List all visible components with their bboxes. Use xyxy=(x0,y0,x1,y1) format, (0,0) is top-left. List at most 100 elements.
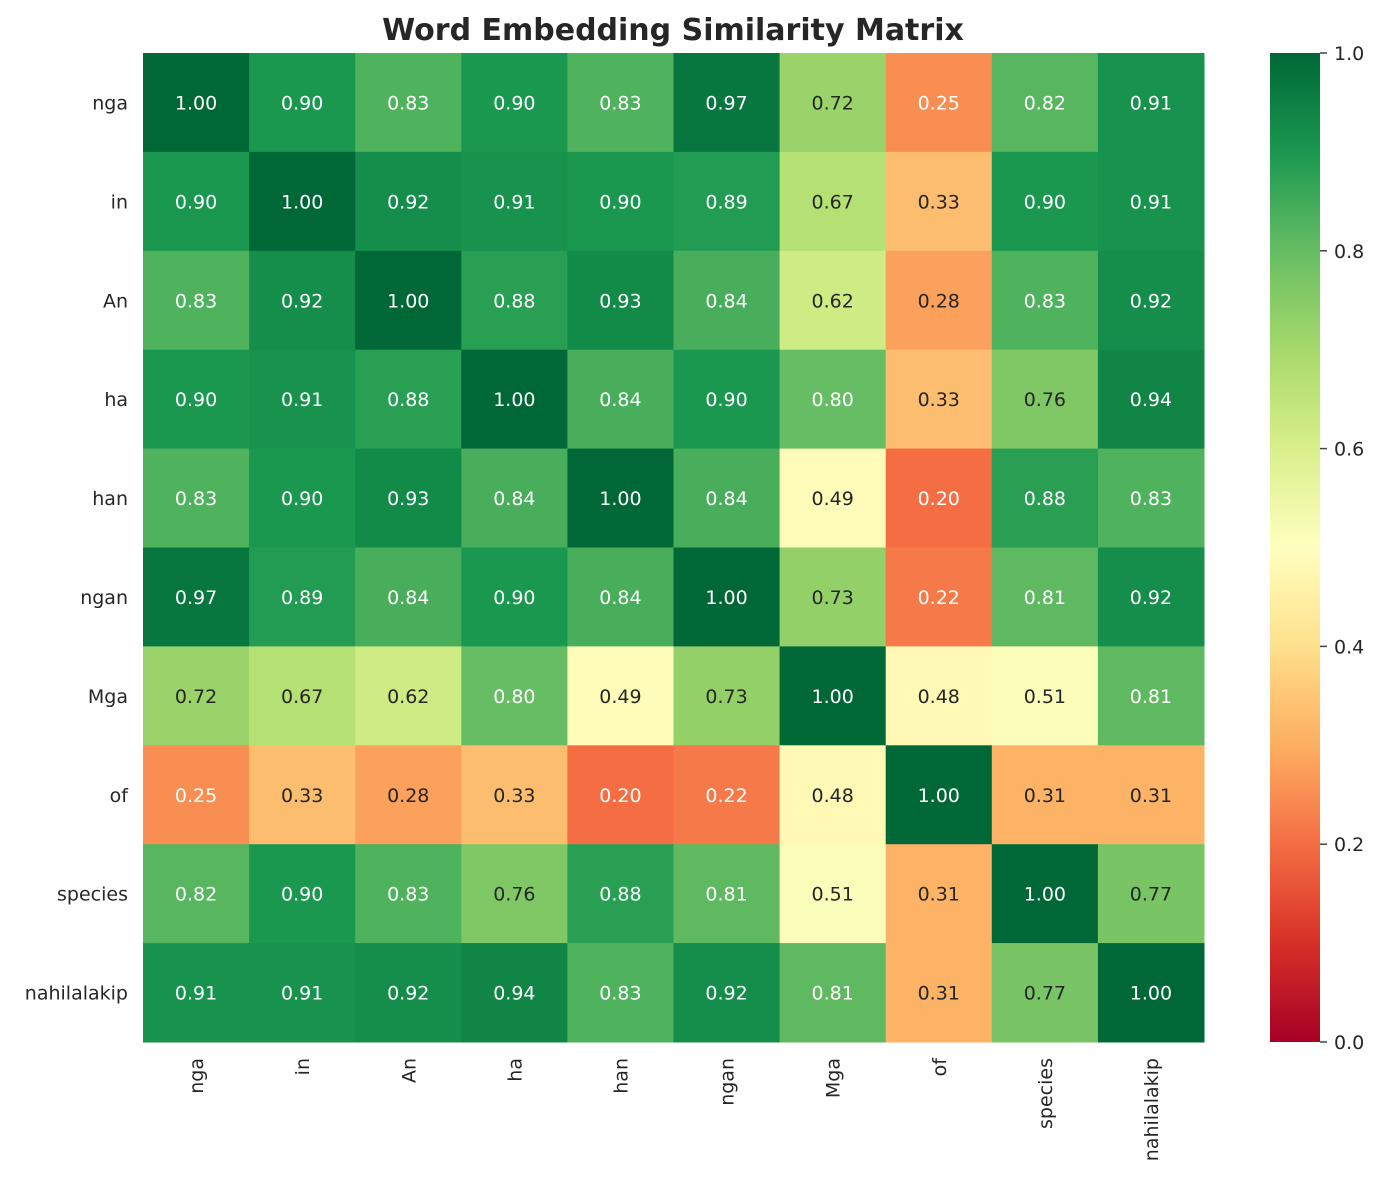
heatmap-cell xyxy=(885,844,993,944)
cell-value-label: 0.84 xyxy=(493,488,535,510)
colorbar-tick-label: 0.0 xyxy=(1334,1032,1364,1054)
heatmap-cell xyxy=(143,547,250,647)
cell-value-label: 0.91 xyxy=(175,983,217,1005)
heatmap-cell xyxy=(143,250,250,351)
heatmap-cell xyxy=(779,646,887,746)
cell-value-label: 0.91 xyxy=(281,389,323,411)
row-label: in xyxy=(111,191,128,213)
heatmap-cell xyxy=(249,745,356,845)
heatmap-cell xyxy=(461,547,568,647)
cell-value-label: 0.76 xyxy=(1024,389,1066,411)
heatmap-cell xyxy=(461,448,568,548)
heatmap-cell xyxy=(249,943,356,1043)
heatmap-cell xyxy=(461,646,568,746)
heatmap-cell xyxy=(143,349,250,450)
heatmap-cell xyxy=(885,151,993,252)
cell-value-label: 0.33 xyxy=(493,785,535,807)
cell-value-label: 0.28 xyxy=(387,785,429,807)
heatmap-cell xyxy=(249,547,356,647)
row-label: An xyxy=(103,290,128,312)
cell-value-label: 1.00 xyxy=(387,290,429,312)
cell-value-label: 1.00 xyxy=(918,785,960,807)
column-label: nahilalakip xyxy=(1141,1058,1163,1161)
heatmap-cell xyxy=(461,250,568,351)
heatmap-cell xyxy=(991,547,1099,647)
heatmap-cell xyxy=(355,349,462,450)
heatmap-cell xyxy=(355,250,462,351)
heatmap-cell xyxy=(991,943,1099,1043)
heatmap-cell xyxy=(779,943,887,1043)
cell-value-label: 0.91 xyxy=(493,191,535,213)
column-label: ngan xyxy=(717,1058,739,1106)
heatmap-cell xyxy=(461,943,568,1043)
cell-value-label: 1.00 xyxy=(599,488,641,510)
cell-value-label: 0.94 xyxy=(493,983,535,1005)
heatmap-cell xyxy=(143,745,250,845)
column-label: An xyxy=(398,1058,420,1083)
heatmap-cell xyxy=(1097,250,1205,351)
heatmap-cell xyxy=(673,844,781,944)
cell-value-label: 0.49 xyxy=(811,488,853,510)
column-label: nga xyxy=(186,1058,208,1094)
heatmap-cell xyxy=(673,646,781,746)
cell-value-label: 1.00 xyxy=(281,191,323,213)
cell-value-label: 0.31 xyxy=(1130,785,1172,807)
heatmap-cell xyxy=(991,745,1099,845)
cell-value-label: 1.00 xyxy=(705,587,747,609)
cell-value-label: 0.92 xyxy=(281,290,323,312)
cell-value-label: 0.83 xyxy=(1024,290,1066,312)
heatmap-cell xyxy=(779,745,887,845)
cell-value-label: 0.31 xyxy=(1024,785,1066,807)
chart-title: Word Embedding Similarity Matrix xyxy=(382,13,964,48)
cell-value-label: 0.83 xyxy=(175,290,217,312)
cell-value-label: 0.81 xyxy=(811,983,853,1005)
cell-value-label: 0.81 xyxy=(1024,587,1066,609)
heatmap-cell xyxy=(779,53,887,153)
cell-value-label: 0.90 xyxy=(1024,191,1066,213)
heatmap-cell xyxy=(1097,943,1205,1043)
cell-value-label: 0.81 xyxy=(1130,686,1172,708)
cell-value-label: 0.82 xyxy=(175,884,217,906)
cell-value-label: 0.51 xyxy=(1024,686,1066,708)
heatmap-cell xyxy=(249,349,356,450)
heatmap-cell xyxy=(1097,151,1205,252)
cell-value-label: 0.83 xyxy=(599,983,641,1005)
cell-value-label: 0.33 xyxy=(281,785,323,807)
heatmap-cell xyxy=(355,646,462,746)
cell-value-label: 0.89 xyxy=(705,191,747,213)
heatmap-cell xyxy=(567,646,674,746)
heatmap-cell xyxy=(1097,349,1205,450)
heatmap-cell xyxy=(567,53,674,153)
cell-value-label: 0.94 xyxy=(1130,389,1172,411)
heatmap-cell xyxy=(355,547,462,647)
cell-value-label: 0.97 xyxy=(705,92,747,114)
row-label: Mga xyxy=(88,686,128,708)
heatmap-cell xyxy=(143,943,250,1043)
cell-value-label: 0.84 xyxy=(599,389,641,411)
cell-value-label: 0.84 xyxy=(599,587,641,609)
heatmap-cell xyxy=(249,53,356,153)
cell-value-label: 0.90 xyxy=(175,191,217,213)
cell-value-label: 0.90 xyxy=(281,92,323,114)
cell-value-label: 0.67 xyxy=(281,686,323,708)
heatmap-cell xyxy=(885,250,993,351)
heatmap-cell xyxy=(673,349,781,450)
cell-value-label: 0.20 xyxy=(918,488,960,510)
row-label: species xyxy=(57,884,128,906)
heatmap-cell xyxy=(991,448,1099,548)
cell-value-label: 0.92 xyxy=(387,191,429,213)
heatmap-cell xyxy=(885,53,993,153)
heatmap-cell xyxy=(249,646,356,746)
cell-value-label: 0.97 xyxy=(175,587,217,609)
cell-value-label: 0.90 xyxy=(281,884,323,906)
column-label: in xyxy=(292,1058,314,1075)
heatmap-cell xyxy=(567,250,674,351)
heatmap-cell xyxy=(567,349,674,450)
cell-value-label: 0.28 xyxy=(918,290,960,312)
heatmap-cell xyxy=(1097,745,1205,845)
cell-value-label: 0.91 xyxy=(1130,92,1172,114)
cell-value-label: 0.20 xyxy=(599,785,641,807)
heatmap-cell xyxy=(673,53,781,153)
cell-value-label: 0.88 xyxy=(1024,488,1066,510)
